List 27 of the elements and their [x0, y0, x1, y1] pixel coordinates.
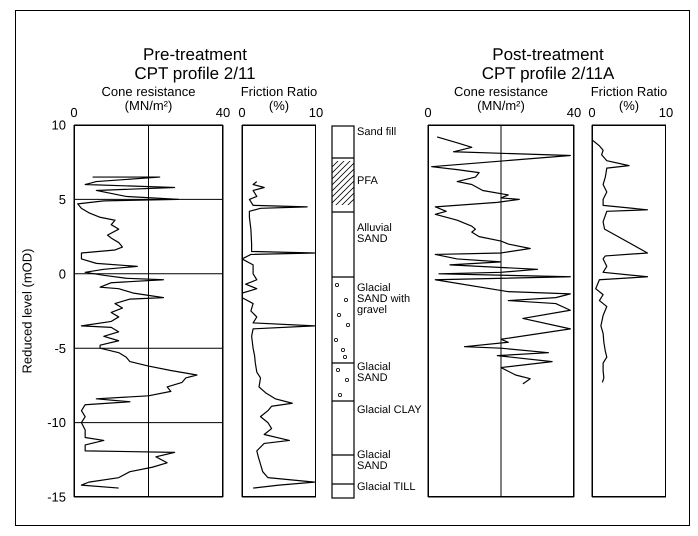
y-tick-label: 0: [58, 266, 66, 282]
x-tick-label: 0: [70, 105, 78, 120]
x-tick-label: 10: [658, 105, 674, 120]
text: PFA: [357, 175, 379, 187]
x-axis-title: Cone resistance (MN/m²): [102, 84, 196, 113]
x-tick-label: 40: [216, 105, 230, 120]
text: Glacial SAND with gravel: [357, 282, 412, 316]
text: Sand fill: [357, 126, 398, 138]
y-axis-title: Reduced level (mOD): [20, 248, 35, 374]
x-tick-label: 40: [566, 105, 582, 120]
text: Glacial SAND: [357, 449, 392, 472]
text: Glacial SAND: [357, 361, 392, 384]
y-tick-label: 5: [58, 192, 66, 208]
chart-title: Pre-treatment CPT profile 2/11: [133, 45, 257, 83]
chart-title: Post-treatment CPT profile 2/11A: [480, 45, 616, 83]
x-tick-label: 0: [238, 105, 246, 120]
text: Glacial TILL: [357, 481, 416, 493]
x-tick-label: 10: [308, 105, 324, 120]
y-tick-label: -15: [47, 490, 66, 505]
x-axis-title: Cone resistance (MN/m²): [454, 84, 548, 113]
y-tick-label: -5: [54, 340, 66, 356]
text: Glacial CLAY: [357, 404, 423, 416]
x-tick-label: 0: [424, 105, 432, 120]
y-tick-label: -10: [47, 415, 66, 430]
y-tick-label: 10: [52, 118, 66, 133]
x-tick-label: 0: [588, 105, 596, 120]
text: Alluvial SAND: [357, 222, 393, 245]
